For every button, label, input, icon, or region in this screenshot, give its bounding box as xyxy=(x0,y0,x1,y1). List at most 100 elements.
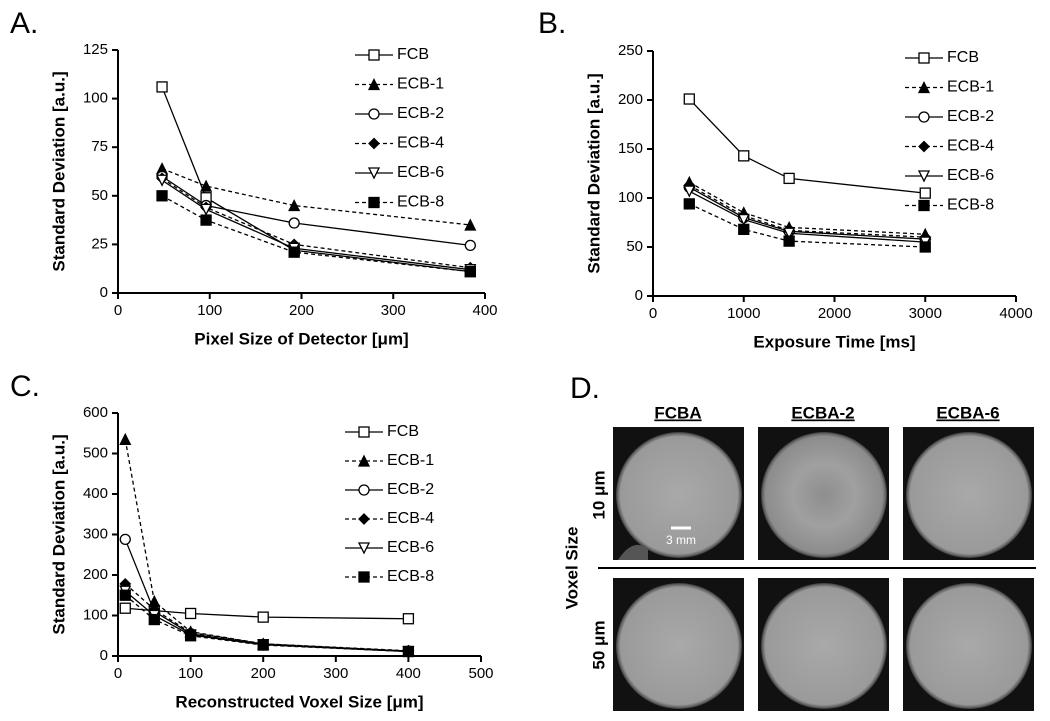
legend-marker xyxy=(368,196,380,209)
series-line xyxy=(689,203,926,248)
y-axis-title: Standard Deviation [a.u.] xyxy=(49,71,68,271)
column-label: ECBA-6 xyxy=(936,403,999,422)
panel-d: D. 3 mm FCBA ECBA-2 ECBA-6 10 μm 50 μm Voxel … xyxy=(562,372,1036,711)
y-axis-title: Standard Deviation [a.u.] xyxy=(49,434,68,634)
marker xyxy=(783,172,795,185)
y-tick-label: 400 xyxy=(83,485,108,502)
y-tick-label: 75 xyxy=(91,138,108,155)
legend-label: ECB-2 xyxy=(387,481,434,498)
marker xyxy=(184,607,197,620)
legend-label: ECB-2 xyxy=(947,108,994,125)
series-line xyxy=(161,177,471,269)
x-tick-label: 2000 xyxy=(818,305,851,322)
legend-marker xyxy=(357,542,371,555)
marker xyxy=(156,190,168,202)
y-tick-label: 0 xyxy=(100,647,108,664)
marker xyxy=(683,198,695,210)
marker xyxy=(155,174,169,187)
marker xyxy=(288,246,300,258)
series-line xyxy=(161,195,471,273)
y-tick-label: 100 xyxy=(618,189,643,206)
legend-label: ECB-1 xyxy=(947,79,994,96)
legend-marker xyxy=(917,81,931,94)
y-tick-label: 250 xyxy=(618,42,643,59)
legend-label: ECB-8 xyxy=(947,197,994,214)
x-axis-title: Reconstructed Voxel Size [μm] xyxy=(175,692,423,711)
series-line xyxy=(688,181,926,235)
series-line xyxy=(161,167,471,226)
marker xyxy=(200,203,213,216)
legend-marker xyxy=(358,426,370,438)
y-tick-label: 150 xyxy=(618,140,643,157)
y-tick-label: 50 xyxy=(91,187,108,204)
marker xyxy=(119,602,131,614)
y-tick-label: 200 xyxy=(618,91,643,108)
legend-marker xyxy=(368,137,380,150)
legend-label: ECB-6 xyxy=(397,164,444,181)
series-line xyxy=(161,179,471,271)
y-tick-label: 600 xyxy=(83,404,108,421)
marker xyxy=(737,213,750,227)
series-line xyxy=(688,186,926,240)
legend-marker xyxy=(918,111,930,123)
y-tick-label: 100 xyxy=(83,90,108,107)
legend-label: ECB-8 xyxy=(387,568,434,585)
legend-label: FCB xyxy=(397,46,429,63)
legend-marker xyxy=(917,170,931,183)
legend-label: ECB-6 xyxy=(947,167,994,184)
legend-marker xyxy=(357,454,371,467)
column-label: ECBA-2 xyxy=(791,403,854,422)
legend-marker xyxy=(918,199,930,212)
y-tick-label: 200 xyxy=(83,566,108,583)
panel-label: B. xyxy=(538,7,566,40)
y-axis-title: Standard Deviation [a.u.] xyxy=(584,73,603,273)
legend-label: ECB-6 xyxy=(387,539,434,556)
x-tick-label: 400 xyxy=(396,665,421,682)
images xyxy=(613,427,1034,711)
legend-marker xyxy=(367,167,381,180)
marker xyxy=(119,432,132,445)
x-tick-label: 400 xyxy=(472,302,497,319)
marker xyxy=(288,199,301,212)
series-line xyxy=(688,190,926,243)
series-line xyxy=(161,86,471,273)
chart: C. 0 100 200 300 400 500 600 0 100 200 300 400 500 Rec… xyxy=(10,370,494,712)
legend-marker xyxy=(918,52,930,64)
legend-label: ECB-1 xyxy=(387,452,434,469)
marker xyxy=(464,218,477,231)
legend-label: ECB-8 xyxy=(397,194,444,211)
panel-label: C. xyxy=(10,370,40,403)
legend-marker xyxy=(358,484,370,496)
legend-marker xyxy=(368,49,380,61)
legend-label: ECB-2 xyxy=(397,105,444,122)
series-line xyxy=(688,184,926,238)
scale-bar-label: 3 mm xyxy=(666,533,696,547)
y-tick-label: 50 xyxy=(626,238,643,255)
panel-label: A. xyxy=(10,7,38,40)
y-tick-label: 0 xyxy=(100,284,108,301)
legend-label: ECB-4 xyxy=(397,135,444,152)
legend-label: ECB-1 xyxy=(397,76,444,93)
x-tick-label: 200 xyxy=(289,302,314,319)
marker xyxy=(156,81,168,93)
legend-marker xyxy=(367,78,381,91)
legend-label: ECB-4 xyxy=(387,510,434,527)
y-tick-label: 25 xyxy=(91,235,108,252)
x-tick-label: 0 xyxy=(114,665,122,682)
legend-marker xyxy=(368,108,380,120)
legend-marker xyxy=(358,513,370,525)
marker xyxy=(783,235,795,247)
x-tick-label: 1000 xyxy=(727,305,760,322)
series-line xyxy=(688,98,926,194)
marker xyxy=(288,217,300,229)
marker xyxy=(184,630,197,642)
x-tick-label: 3000 xyxy=(909,305,942,322)
marker xyxy=(402,613,415,625)
marker xyxy=(119,533,131,546)
column-label: FCBA xyxy=(654,403,701,422)
legend-label: FCB xyxy=(947,49,979,66)
marker xyxy=(119,589,131,601)
x-tick-label: 0 xyxy=(649,305,657,322)
marker xyxy=(257,611,269,623)
legend-label: FCB xyxy=(387,423,419,440)
